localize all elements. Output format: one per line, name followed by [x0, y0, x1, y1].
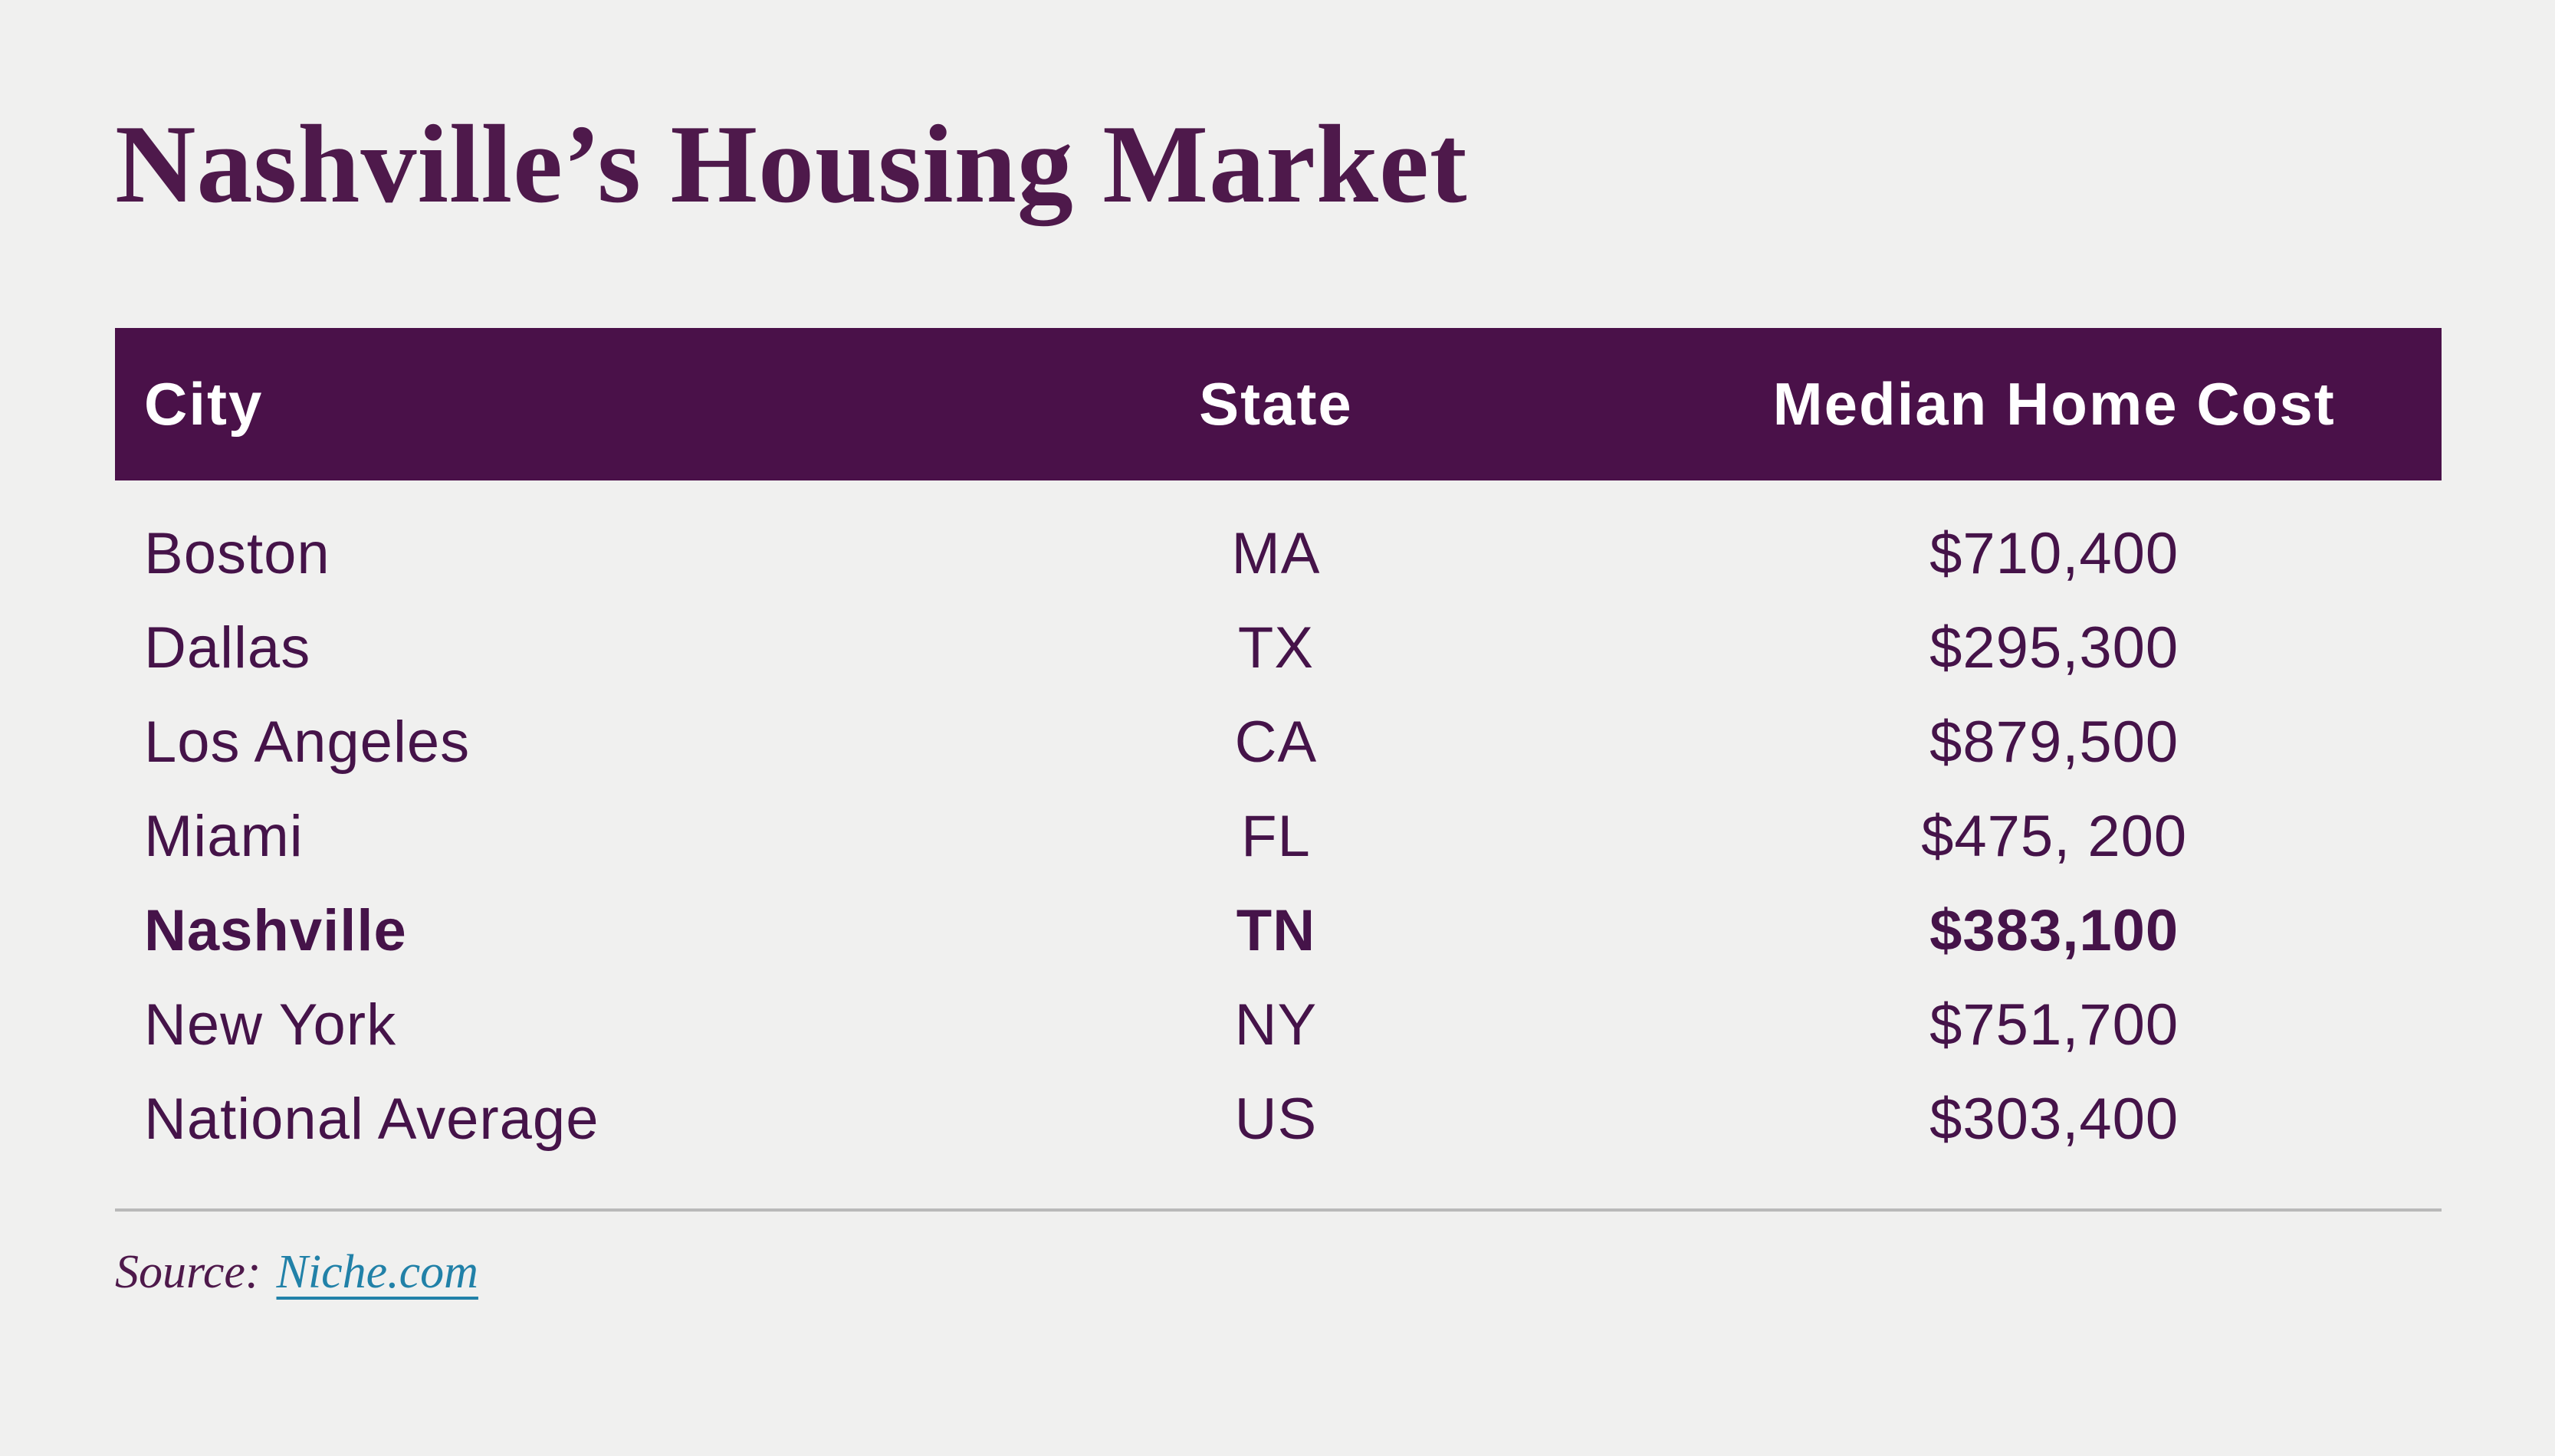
- table-row: National Average US $303,400: [115, 1072, 2442, 1166]
- cell-city: Boston: [144, 521, 330, 587]
- infographic: Nashville’s Housing Market City State Me…: [115, 102, 2442, 1300]
- table-body: Boston MA $710,400 Dallas TX $295,300 Lo…: [115, 480, 2442, 1166]
- table-row-nashville-highlighted: Nashville TN $383,100: [115, 884, 2442, 978]
- cell-cost: $475, 200: [1921, 804, 2188, 870]
- cell-cost: $383,100: [1929, 898, 2179, 964]
- source-link[interactable]: Niche.com: [276, 1246, 478, 1299]
- table-row: Los Angeles CA $879,500: [115, 695, 2442, 789]
- cell-state: TN: [1236, 898, 1316, 964]
- table-row: Boston MA $710,400: [115, 507, 2442, 601]
- housing-table: City State Median Home Cost Boston MA $7…: [115, 328, 2442, 1166]
- page-title: Nashville’s Housing Market: [115, 102, 1468, 226]
- cell-state: TX: [1237, 615, 1315, 681]
- cell-state: NY: [1234, 992, 1318, 1058]
- cell-cost: $751,700: [1929, 992, 2179, 1058]
- column-header-city: City: [144, 370, 264, 438]
- cell-state: MA: [1231, 521, 1321, 587]
- cell-city: Nashville: [144, 898, 407, 964]
- table-row: New York NY $751,700: [115, 978, 2442, 1072]
- table-header-row: City State Median Home Cost: [115, 328, 2442, 481]
- source-line: Source: Niche.com: [115, 1245, 2442, 1300]
- table-row: Miami FL $475, 200: [115, 789, 2442, 884]
- divider: [115, 1208, 2442, 1212]
- cell-state: FL: [1241, 804, 1311, 870]
- cell-city: Los Angeles: [144, 710, 471, 776]
- column-header-median-home-cost: Median Home Cost: [1772, 370, 2336, 438]
- cell-cost: $879,500: [1929, 710, 2179, 776]
- cell-city: Miami: [144, 804, 304, 870]
- cell-state: CA: [1234, 710, 1318, 776]
- cell-cost: $303,400: [1929, 1087, 2179, 1153]
- column-header-state: State: [1199, 370, 1353, 438]
- source-label: Source:: [115, 1246, 261, 1299]
- cell-city: National Average: [144, 1087, 599, 1153]
- table-row: Dallas TX $295,300: [115, 601, 2442, 695]
- cell-city: New York: [144, 992, 397, 1058]
- cell-cost: $295,300: [1929, 615, 2179, 681]
- cell-city: Dallas: [144, 615, 311, 681]
- cell-state: US: [1234, 1087, 1318, 1153]
- cell-cost: $710,400: [1929, 521, 2179, 587]
